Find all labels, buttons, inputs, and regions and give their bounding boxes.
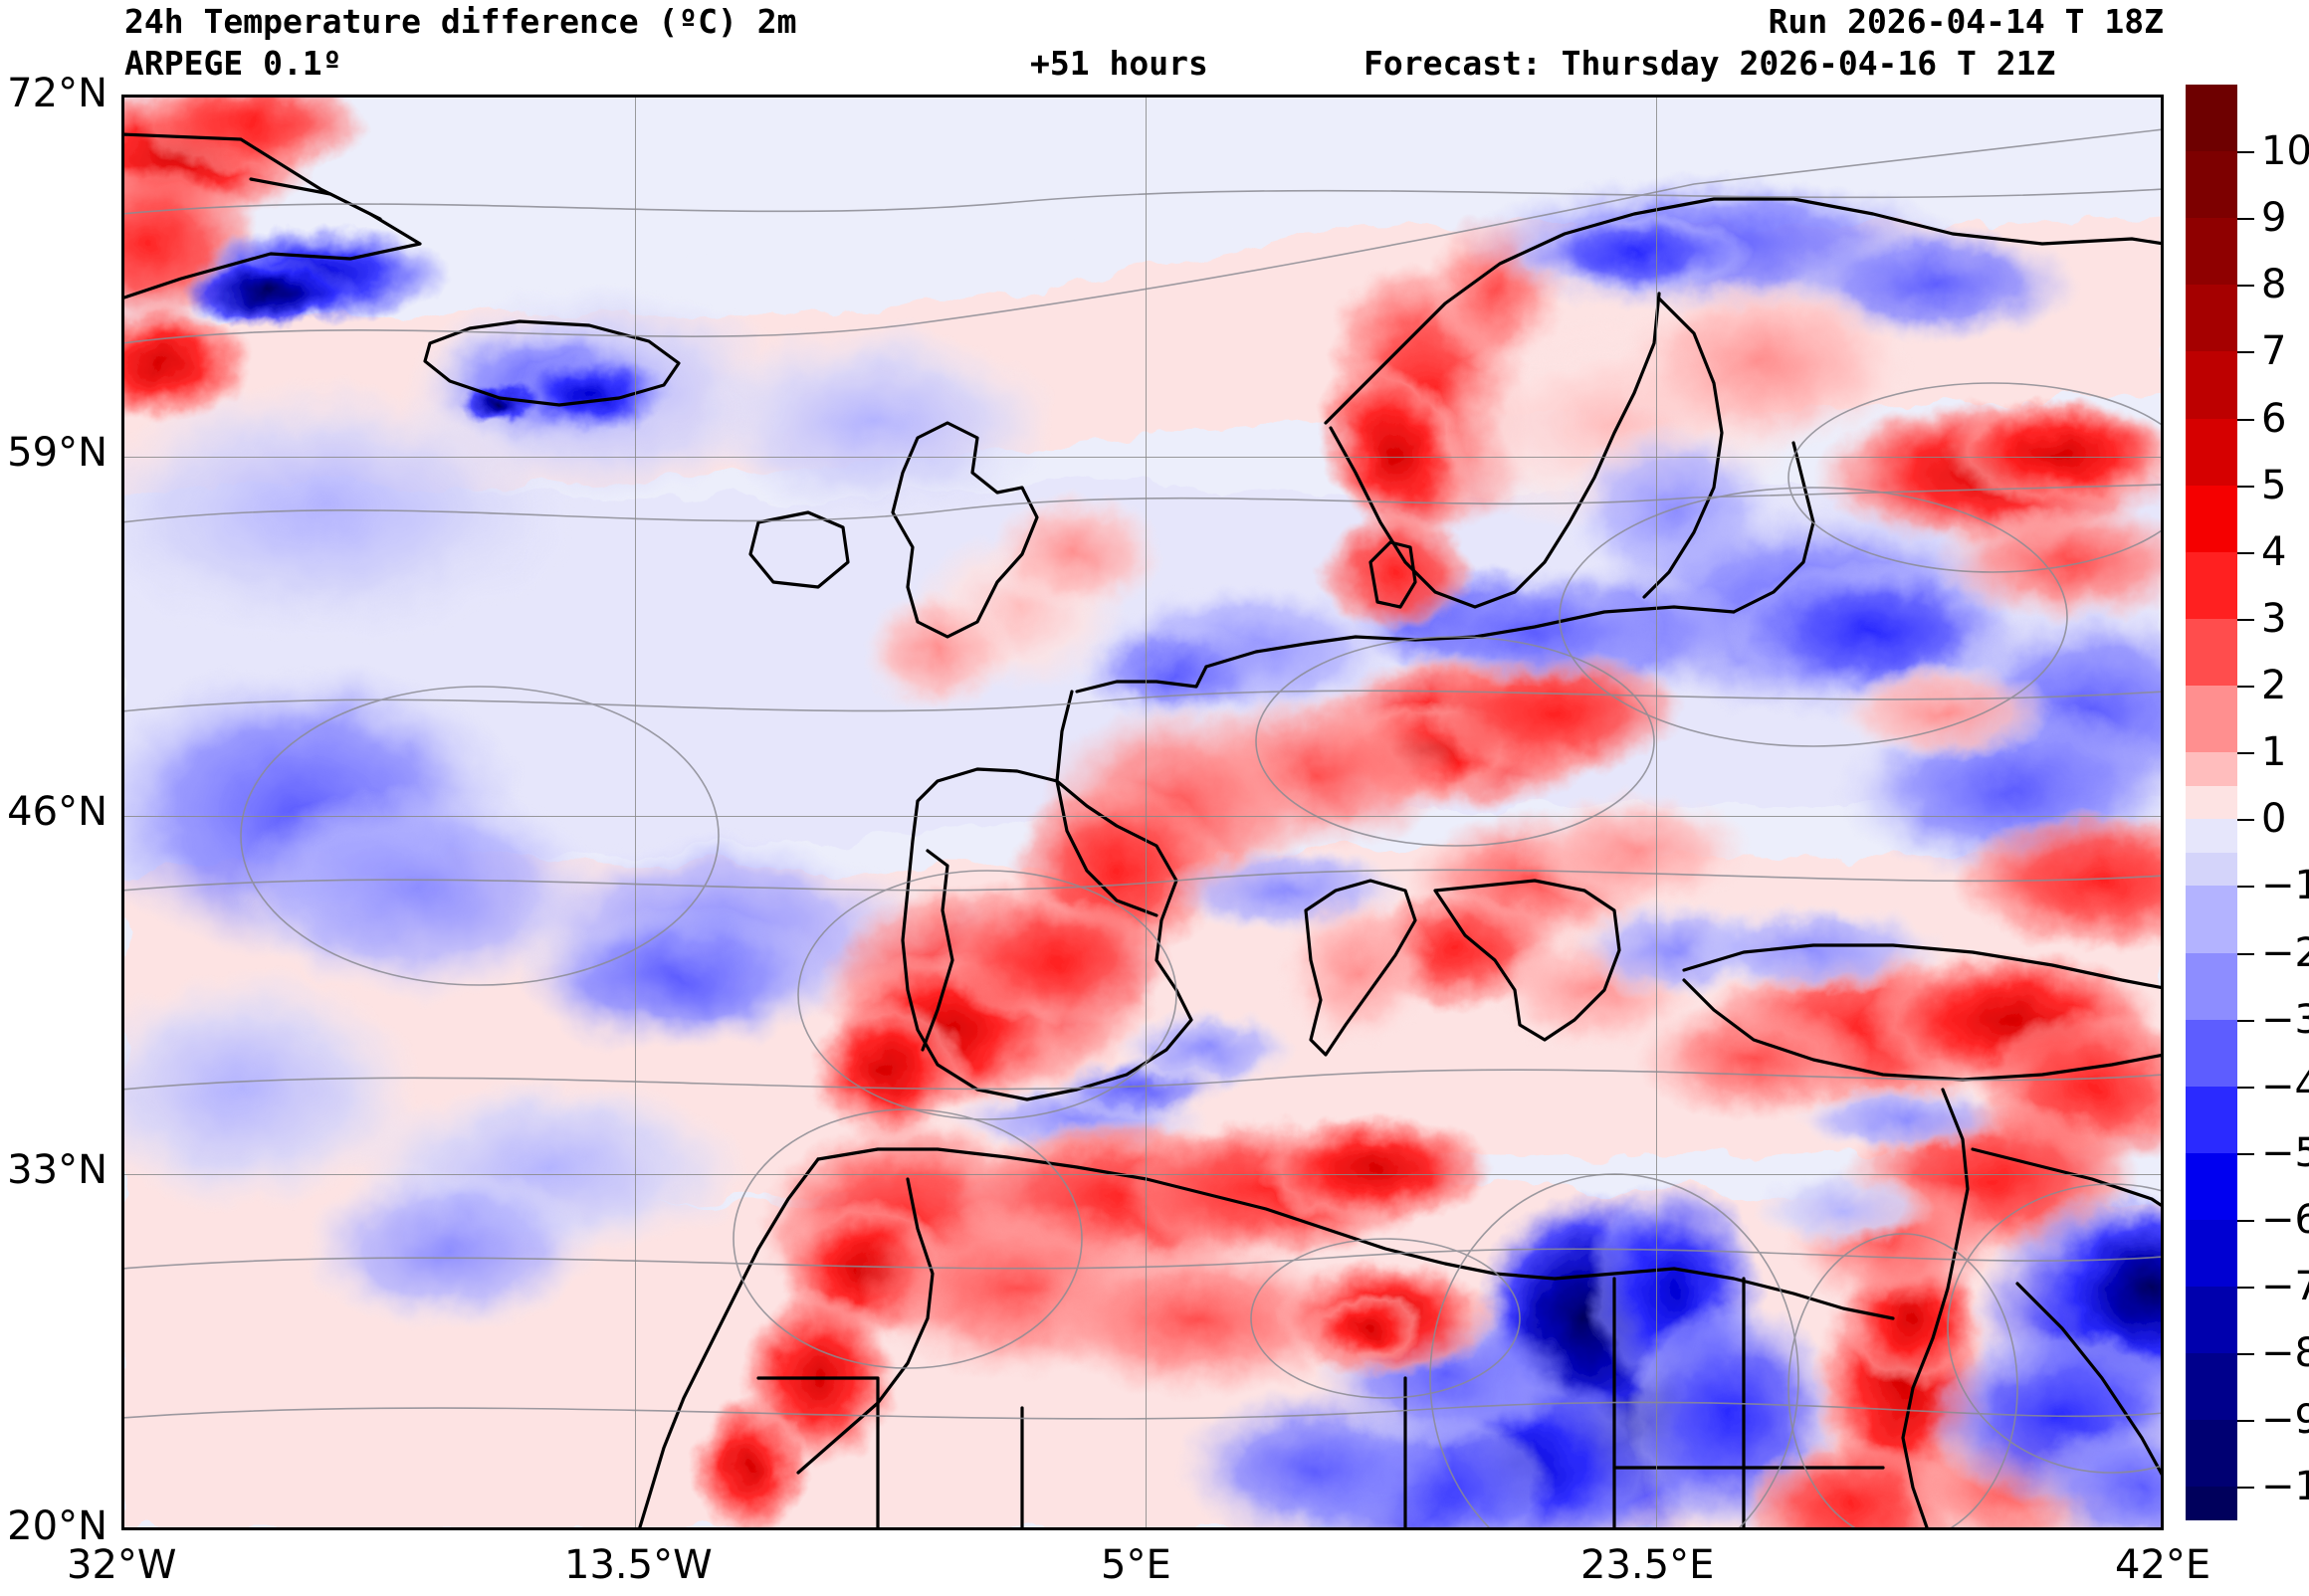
model-label: ARPEGE 0.1º (124, 44, 342, 83)
ytick-46n (121, 816, 124, 818)
colorbar-band (2186, 485, 2237, 552)
gridline-lon-13-5w (635, 98, 636, 1527)
colorbar-tick-label: −9 (2261, 1397, 2309, 1444)
colorbar-tick-label: 10 (2261, 128, 2309, 175)
colorbar-tick-label: 2 (2261, 663, 2287, 709)
colorbar-tick-label: −10 (2261, 1464, 2309, 1510)
xtick-23-5e (1656, 1527, 1658, 1530)
chart-title: 24h Temperature difference (ºC) 2m (124, 2, 797, 41)
xtick-13-5w (635, 1527, 637, 1530)
colorbar-band (2186, 1487, 2237, 1520)
colorbar-band (2186, 351, 2237, 419)
gridline-lat-46n (124, 816, 2161, 817)
colorbar-tick (2237, 1152, 2254, 1155)
colorbar-tick (2237, 485, 2254, 488)
colorbar-tick (2237, 819, 2254, 822)
forecast-valid-label: Forecast: Thursday 2026-04-16 T 21Z (1364, 44, 2056, 83)
ylabel-46n: 46°N (7, 789, 107, 835)
colorbar-band (2186, 1086, 2237, 1153)
colorbar-tick (2237, 686, 2254, 689)
gridline-lon-23-5e (1656, 98, 1657, 1527)
colorbar-tick (2237, 351, 2254, 354)
xlabel-32w: 32°W (67, 1542, 177, 1588)
temperature-difference-field (124, 98, 2161, 1527)
xlabel-13-5w: 13.5°W (564, 1542, 713, 1588)
xlabel-5e: 5°E (1101, 1542, 1171, 1588)
colorbar-tick (2237, 1420, 2254, 1423)
map-plot-area[interactable] (121, 95, 2164, 1530)
colorbar-band (2186, 418, 2237, 486)
colorbar-tick-label: 6 (2261, 395, 2287, 442)
colorbar-band (2186, 1353, 2237, 1421)
colorbar-band (2186, 752, 2237, 786)
colorbar-tick-label: −8 (2261, 1330, 2309, 1377)
run-timestamp: Run 2026-04-14 T 18Z (1768, 2, 2164, 41)
colorbar-tick-label: −7 (2261, 1264, 2309, 1310)
ylabel-20n: 20°N (7, 1503, 107, 1549)
xtick-32w (124, 1527, 126, 1530)
ylabel-59n: 59°N (7, 430, 107, 476)
ylabel-72n: 72°N (7, 71, 107, 116)
colorbar-tick (2237, 418, 2254, 421)
colorbar-tick-label: −4 (2261, 1063, 2309, 1109)
colorbar-tick (2237, 886, 2254, 889)
colorbar-tick-label: −2 (2261, 929, 2309, 976)
gridline-lat-33n (124, 1174, 2161, 1175)
colorbar-tick-label: 1 (2261, 729, 2287, 776)
lead-time-label: +51 hours (1030, 44, 1208, 83)
colorbar-tick (2237, 551, 2254, 554)
colorbar-band (2186, 218, 2237, 286)
colorbar-tick-label: 4 (2261, 528, 2287, 575)
colorbar-tick-label: −6 (2261, 1196, 2309, 1243)
colorbar-tick (2237, 1487, 2254, 1490)
ylabel-33n: 33°N (7, 1147, 107, 1193)
colorbar-tick-label: 5 (2261, 462, 2287, 508)
colorbar-band (2186, 1152, 2237, 1220)
ytick-72n (121, 98, 124, 100)
colorbar-tick (2237, 285, 2254, 288)
colorbar-tick-label: 8 (2261, 262, 2287, 308)
colorbar-band (2186, 686, 2237, 753)
colorbar-tick-label: −5 (2261, 1129, 2309, 1176)
colorbar-tick (2237, 618, 2254, 621)
colorbar-band (2186, 618, 2237, 687)
colorbar-band (2186, 819, 2237, 853)
colorbar-band (2186, 886, 2237, 953)
colorbar-tick (2237, 952, 2254, 955)
colorbar-band (2186, 1219, 2237, 1288)
colorbar-tick (2237, 1219, 2254, 1222)
colorbar-band (2186, 785, 2237, 820)
colorbar-tick-label: 3 (2261, 595, 2287, 642)
colorbar-tick (2237, 1287, 2254, 1290)
xlabel-42e: 42°E (2115, 1542, 2211, 1588)
colorbar-tick-label: −3 (2261, 996, 2309, 1043)
colorbar-band (2186, 1420, 2237, 1488)
gridline-lat-59n (124, 457, 2161, 458)
colorbar-tick (2237, 151, 2254, 154)
colorbar-tick (2237, 1019, 2254, 1022)
ytick-33n (121, 1174, 124, 1176)
colorbar-tick (2237, 1353, 2254, 1356)
colorbar-tick-label: 0 (2261, 796, 2287, 843)
xtick-5e (1146, 1527, 1148, 1530)
colorbar-band (2186, 285, 2237, 352)
colorbar-tick (2237, 218, 2254, 221)
colorbar-band (2186, 952, 2237, 1020)
colorbar-band (2186, 85, 2237, 152)
colorbar-band (2186, 551, 2237, 619)
colorbar-tick-label: 7 (2261, 328, 2287, 375)
ytick-59n (121, 457, 124, 459)
colorbar-band (2186, 151, 2237, 219)
gridline-lon-5e (1146, 98, 1147, 1527)
colorbar-tick (2237, 752, 2254, 755)
colorbar-band (2186, 1019, 2237, 1087)
colorbar-band (2186, 852, 2237, 887)
xlabel-23-5e: 23.5°E (1580, 1542, 1715, 1588)
colorbar-tick-label: 9 (2261, 195, 2287, 242)
colorbar-band (2186, 1287, 2237, 1354)
colorbar-tick (2237, 1086, 2254, 1089)
colorbar-tick-label: −1 (2261, 863, 2309, 909)
